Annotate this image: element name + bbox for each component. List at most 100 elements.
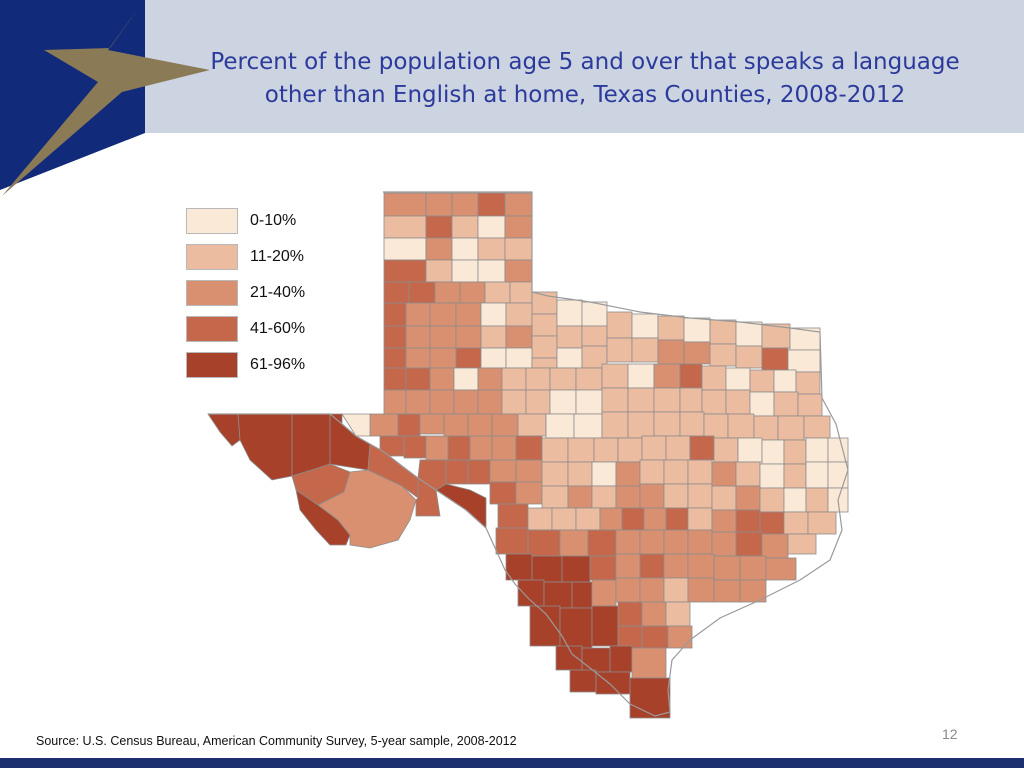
county: [455, 347, 482, 369]
county: [541, 485, 569, 509]
county: [517, 413, 547, 437]
county: [480, 347, 507, 369]
county: [713, 579, 741, 603]
county: [477, 192, 506, 217]
county: [501, 367, 527, 391]
county: [573, 413, 603, 439]
county: [408, 281, 436, 304]
county: [549, 367, 577, 391]
county: [531, 335, 558, 359]
page-number: 12: [942, 726, 958, 742]
county: [639, 577, 665, 603]
county: [725, 389, 751, 415]
county: [687, 459, 713, 485]
county: [639, 529, 665, 555]
county: [765, 557, 797, 581]
county: [591, 485, 617, 509]
county: [405, 367, 431, 391]
county: [451, 192, 479, 217]
county: [489, 459, 517, 483]
county: [405, 389, 431, 415]
county: [617, 437, 643, 463]
county: [459, 281, 486, 304]
county: [581, 647, 611, 673]
county: [601, 411, 629, 439]
legend-swatch-61-96: [186, 352, 238, 378]
county: [641, 625, 669, 649]
legend-label: 11-20%: [250, 248, 304, 265]
county: [447, 435, 471, 461]
county: [504, 237, 533, 261]
county: [455, 302, 482, 327]
county: [665, 507, 689, 531]
county: [480, 325, 507, 349]
county: [701, 365, 727, 391]
county: [615, 461, 641, 487]
county: [549, 389, 577, 415]
panhandle-counties: [383, 192, 821, 359]
county: [713, 437, 739, 463]
county: [567, 485, 593, 509]
county: [761, 347, 789, 371]
county: [627, 411, 655, 439]
county: [525, 389, 551, 415]
county: [687, 507, 713, 531]
county: [504, 259, 533, 283]
county: [497, 503, 529, 529]
county: [541, 461, 569, 487]
county: [383, 281, 410, 304]
legend-swatch-41-60: [186, 316, 238, 342]
county: [405, 325, 431, 349]
slide-title: Percent of the population age 5 and over…: [170, 46, 1000, 112]
county: [687, 577, 715, 603]
legend-swatch-11-20: [186, 244, 238, 270]
county: [425, 215, 453, 239]
county: [567, 437, 595, 463]
county: [711, 509, 737, 533]
county: [735, 461, 761, 487]
county: [665, 435, 691, 461]
county: [725, 367, 751, 391]
county: [773, 369, 797, 393]
county: [627, 387, 655, 413]
county: [739, 555, 767, 581]
county: [383, 237, 427, 261]
county: [477, 237, 506, 261]
county: [601, 387, 629, 413]
county: [703, 413, 729, 439]
county: [504, 215, 533, 239]
county: [517, 579, 545, 607]
county: [663, 483, 689, 509]
central-east-counties: [369, 411, 849, 513]
county: [545, 413, 575, 439]
county: [759, 487, 785, 513]
legend-swatch-21-40: [186, 280, 238, 306]
county: [531, 555, 563, 583]
county: [477, 259, 506, 283]
county: [571, 581, 593, 609]
county: [753, 415, 779, 441]
county: [643, 507, 667, 531]
county: [405, 302, 431, 327]
county: [709, 319, 737, 345]
county-el-paso: [207, 413, 241, 447]
county: [531, 313, 558, 337]
county: [527, 507, 553, 531]
county: [783, 487, 807, 513]
county: [501, 389, 527, 415]
county: [805, 487, 829, 513]
county: [615, 577, 641, 603]
county: [687, 553, 715, 579]
county: [653, 387, 681, 413]
legend-label: 21-40%: [250, 284, 306, 301]
county: [505, 553, 533, 581]
county: [505, 325, 533, 349]
county: [599, 507, 623, 531]
county: [739, 579, 767, 603]
county: [617, 601, 643, 627]
county: [587, 529, 617, 557]
county: [615, 529, 641, 555]
county: [631, 313, 659, 339]
county: [484, 281, 511, 304]
